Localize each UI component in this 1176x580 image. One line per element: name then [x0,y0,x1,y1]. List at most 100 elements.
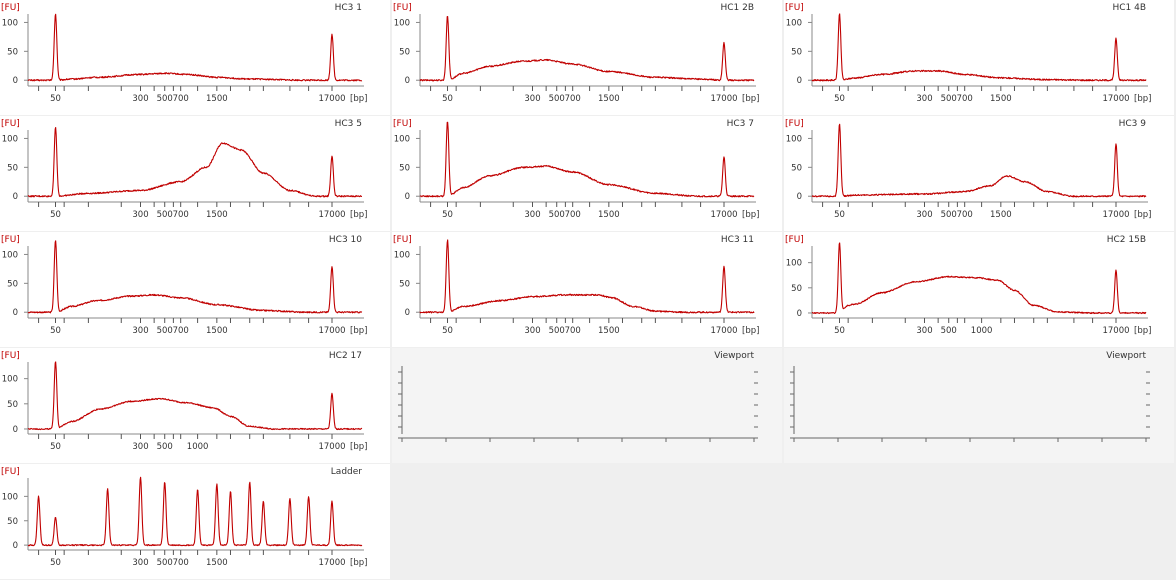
x-tick-label: 500 [549,94,565,104]
x-tick-label: 300 [524,210,540,220]
x-tick-label: 1500 [206,326,228,336]
panel-hc3-10-6: HC3 10 [FU] 0 50 100 50 300 500 700 1500 17000 [bp] [0,232,392,348]
y-unit-label: [FU] [1,235,20,245]
chart-svg: HC3 1 [FU] 0 50 100 50 300 500 700 1500 17000 [bp] [0,0,390,115]
panel-title: Viewport [1106,351,1146,361]
y-tick-label: 100 [786,18,802,28]
x-tick-label: 300 [132,558,148,568]
y-tick-label: 100 [786,134,802,144]
chart-svg: HC3 11 [FU] 0 50 100 50 300 500 700 1500 17000 [bp] [392,232,782,347]
y-tick-label: 50 [7,279,18,289]
y-tick-label: 50 [791,47,802,57]
x-unit-label: [bp] [350,442,367,452]
y-tick-label: 0 [405,192,410,202]
y-tick-label: 0 [405,308,410,318]
x-tick-label: 1500 [598,210,620,220]
x-tick-label: 300 [132,210,148,220]
panel-ladder-12: Ladder [FU] 0 50 100 50 300 500 700 1500 17000 [bp] [0,464,392,580]
y-tick-label: 0 [797,76,802,86]
y-tick-label: 50 [7,47,18,57]
panel-background [0,464,390,579]
x-unit-label: [bp] [1134,326,1151,336]
x-tick-label: 50 [50,442,61,452]
x-tick-label: 700 [565,326,581,336]
y-tick-label: 0 [13,541,18,551]
x-tick-label: 50 [834,210,845,220]
y-tick-label: 0 [797,192,802,202]
panel-background [0,348,390,463]
trace-line [27,240,363,314]
y-tick-label: 100 [2,18,18,28]
x-tick-label: 300 [916,94,932,104]
x-tick-label: 17000 [318,558,345,568]
panel-background [392,232,782,347]
chart-svg: HC1 4B [FU] 0 50 100 50 300 500 700 1500 17000 [bp] [784,0,1174,115]
panel-viewport-10: Viewport [392,348,784,464]
chart-svg: HC3 5 [FU] 0 50 100 50 300 500 700 1500 17000 [bp] [0,116,390,231]
y-tick-label: 50 [399,47,410,57]
x-tick-label: 1000 [187,442,209,452]
x-tick-label: 50 [834,94,845,104]
x-tick-label: 50 [50,210,61,220]
y-unit-label: [FU] [393,235,412,245]
panel-hc2-15b-8: HC2 15B [FU] 0 50 100 50 300 500 1000 17000 [bp] [784,232,1176,348]
y-unit-label: [FU] [1,3,20,13]
panel-hc1-4b-2: HC1 4B [FU] 0 50 100 50 300 500 700 1500 17000 [bp] [784,0,1176,116]
x-tick-label: 17000 [710,210,737,220]
y-tick-label: 50 [399,163,410,173]
y-tick-label: 100 [2,250,18,260]
y-tick-label: 100 [2,492,18,502]
x-tick-label: 50 [442,210,453,220]
y-tick-label: 100 [394,18,410,28]
y-unit-label: [FU] [393,119,412,129]
panel-background [392,348,782,463]
x-tick-label: 500 [157,326,173,336]
panel-hc2-17-9: HC2 17 [FU] 0 50 100 50 300 500 1000 17000 [bp] [0,348,392,464]
x-tick-label: 1500 [206,94,228,104]
x-tick-label: 300 [132,326,148,336]
panel-background [0,0,390,115]
panel-title: HC3 7 [727,119,754,129]
x-tick-label: 700 [173,558,189,568]
x-unit-label: [bp] [350,558,367,568]
trace-line [27,13,363,82]
x-tick-label: 700 [565,210,581,220]
x-unit-label: [bp] [1134,210,1151,220]
y-tick-label: 50 [791,284,802,294]
panel-viewport-11: Viewport [784,348,1176,464]
y-unit-label: [FU] [1,119,20,129]
x-tick-label: 300 [916,210,932,220]
y-tick-label: 100 [2,134,18,144]
y-tick-label: 0 [405,76,410,86]
x-tick-label: 50 [442,326,453,336]
x-tick-label: 50 [834,326,845,336]
x-tick-label: 50 [50,326,61,336]
y-unit-label: [FU] [785,235,804,245]
y-tick-label: 0 [797,309,802,319]
x-tick-label: 700 [957,210,973,220]
x-tick-label: 500 [157,442,173,452]
x-tick-label: 300 [524,326,540,336]
trace-line [811,13,1147,82]
x-tick-label: 17000 [318,442,345,452]
x-tick-label: 17000 [710,326,737,336]
x-tick-label: 300 [132,442,148,452]
x-unit-label: [bp] [350,94,367,104]
y-tick-label: 50 [7,163,18,173]
panel-hc1-2b-1: HC1 2B [FU] 0 50 100 50 300 500 700 1500 17000 [bp] [392,0,784,116]
y-unit-label: [FU] [393,3,412,13]
panel-title: HC1 4B [1112,3,1146,13]
chart-svg: HC2 17 [FU] 0 50 100 50 300 500 1000 17000 [bp] [0,348,390,463]
chart-svg: HC3 10 [FU] 0 50 100 50 300 500 700 1500 17000 [bp] [0,232,390,347]
x-tick-label: 300 [524,94,540,104]
x-tick-label: 300 [916,326,932,336]
x-tick-label: 17000 [1102,94,1129,104]
x-tick-label: 50 [442,94,453,104]
panel-background [784,0,1174,115]
x-tick-label: 1000 [971,326,993,336]
x-tick-label: 17000 [318,94,345,104]
panel-title: HC3 10 [329,235,362,245]
trace-line [27,127,363,198]
x-tick-label: 1500 [598,326,620,336]
